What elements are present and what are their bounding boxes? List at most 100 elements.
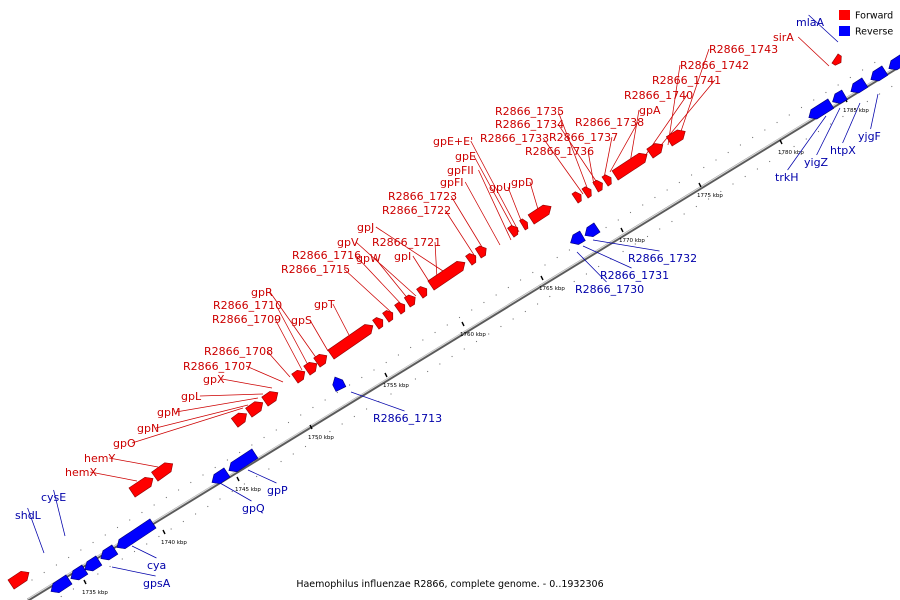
gene-label-r2866-1722[interactable]: R2866_1722 [382,204,451,217]
forward-gene-13[interactable] [403,294,416,308]
forward-gene-5[interactable] [261,391,279,407]
gene-label-r2866-1713[interactable]: R2866_1713 [373,412,442,425]
reverse-gene-9[interactable] [584,222,601,238]
reverse-gene-8[interactable] [570,230,586,245]
gene-label-r2866-1731[interactable]: R2866_1731 [600,269,669,282]
forward-gene-19[interactable] [519,218,529,231]
forward-gene-26[interactable] [646,143,664,159]
forward-gene-14[interactable] [416,286,428,299]
gene-label-yjgf[interactable]: yjgF [858,130,881,143]
forward-gene-20[interactable] [527,204,552,225]
forward-gene-27[interactable] [665,129,686,147]
gene-label-gpm[interactable]: gpM [157,406,180,419]
gene-label-gpd[interactable]: gpD [511,176,533,189]
gene-label-r2866-1723[interactable]: R2866_1723 [388,190,457,203]
reverse-gene-4[interactable] [116,518,157,550]
forward-gene-3[interactable] [230,412,247,428]
gene-label-gpa[interactable]: gpA [639,104,661,117]
gene-label-cyse[interactable]: cysE [41,491,66,504]
gene-label-r2866-1732[interactable]: R2866_1732 [628,252,697,265]
gene-label-r2866-1735[interactable]: R2866_1735 [495,105,564,118]
gene-label-r2866-1743[interactable]: R2866_1743 [709,43,778,56]
gene-label-trkh[interactable]: trkH [775,171,798,184]
reverse-gene-10[interactable] [808,98,835,120]
gene-label-gpsa[interactable]: gpsA [143,577,171,590]
gene-label-r2866-1740[interactable]: R2866_1740 [624,89,693,102]
gene-label-r2866-1708[interactable]: R2866_1708 [204,345,273,358]
reverse-gene-13[interactable] [870,65,889,82]
reverse-gene-14[interactable] [888,54,900,71]
gene-label-gps[interactable]: gpS [291,314,312,327]
gene-label-cya[interactable]: cya [147,559,166,572]
forward-gene-0[interactable] [7,570,30,590]
gene-label-r2866-1742[interactable]: R2866_1742 [680,59,749,72]
gene-label-gpo[interactable]: gpO [113,437,136,450]
reverse-gene-6[interactable] [228,448,259,473]
reverse-gene-0[interactable] [50,574,73,594]
forward-gene-28[interactable] [831,53,842,66]
gene-label-r2866-1730[interactable]: R2866_1730 [575,283,644,296]
gene-label-gpi[interactable]: gpI [394,250,411,263]
forward-gene-9[interactable] [327,324,374,360]
gene-label-r2866-1738[interactable]: R2866_1738 [575,116,644,129]
gene-label-sira[interactable]: sirA [773,31,794,44]
forward-gene-12[interactable] [394,302,406,315]
reverse-gene-5[interactable] [211,467,231,485]
gene-label-gpn[interactable]: gpN [137,422,159,435]
forward-gene-23[interactable] [592,179,603,193]
gene-label-yigz[interactable]: yigZ [804,156,829,169]
gene-label-r2866-1733[interactable]: R2866_1733 [480,132,549,145]
forward-gene-25[interactable] [611,152,648,181]
gene-label-shdl[interactable]: shdL [15,509,42,522]
gene-label-r2866-1710[interactable]: R2866_1710 [213,299,282,312]
gene-label-gpv[interactable]: gpV [337,236,359,249]
reverse-gene-12[interactable] [850,77,869,94]
forward-gene-17[interactable] [474,245,487,259]
gene-label-gpr[interactable]: gpR [251,286,273,299]
gene-label-r2866-1709[interactable]: R2866_1709 [212,313,281,326]
forward-gene-6[interactable] [291,369,306,384]
gene-label-r2866-1734[interactable]: R2866_1734 [495,118,564,131]
gene-label-r2866-1707[interactable]: R2866_1707 [183,360,252,373]
leader-r2866-1716 [354,254,404,307]
forward-gene-15[interactable] [427,261,466,291]
gene-label-gpfii[interactable]: gpFII [447,164,474,177]
forward-gene-18[interactable] [507,225,519,238]
forward-gene-11[interactable] [382,310,394,323]
forward-gene-21[interactable] [571,191,582,204]
gene-label-r2866-1737[interactable]: R2866_1737 [549,131,618,144]
forward-gene-2[interactable] [151,462,174,482]
reverse-gene-7[interactable] [332,376,347,392]
gene-label-r2866-1741[interactable]: R2866_1741 [652,74,721,87]
gene-label-gpt[interactable]: gpT [314,298,335,311]
forward-gene-7[interactable] [303,361,318,376]
gene-label-gpp[interactable]: gpP [267,484,288,497]
gene-label-r2866-1721[interactable]: R2866_1721 [372,236,441,249]
gene-label-gpl[interactable]: gpL [181,390,202,403]
forward-gene-4[interactable] [245,401,264,418]
reverse-gene-3[interactable] [100,544,119,561]
gene-label-r2866-1715[interactable]: R2866_1715 [281,263,350,276]
gene-label-gpe[interactable]: gpE [455,150,476,163]
gene-label-hemx[interactable]: hemX [65,466,97,479]
forward-gene-22[interactable] [581,186,592,199]
gene-label-gpx[interactable]: gpX [203,373,225,386]
forward-gene-1[interactable] [128,476,154,498]
gene-label-mlaa[interactable]: mlaA [796,16,825,29]
gene-label-hemy[interactable]: hemY [84,452,115,465]
gene-label-r2866-1736[interactable]: R2866_1736 [525,145,594,158]
reverse-gene-2[interactable] [84,555,103,572]
gene-label-r2866-1716[interactable]: R2866_1716 [292,249,361,262]
forward-gene-24[interactable] [601,174,612,187]
reverse-gene-11[interactable] [832,89,848,104]
gene-label-gpfi[interactable]: gpFI [440,176,464,189]
gene-label-gpq[interactable]: gpQ [242,502,265,515]
forward-gene-10[interactable] [372,317,384,330]
gene-label-gpe-e[interactable]: gpE+E' [433,135,473,148]
forward-gene-16[interactable] [465,253,477,266]
gene-label-htpx[interactable]: htpX [830,144,856,157]
gene-label-gpj[interactable]: gpJ [357,221,374,234]
gene-label-gpw[interactable]: gpW [356,252,381,265]
forward-gene-8[interactable] [313,353,328,368]
gene-label-gpu[interactable]: gpU [489,181,511,194]
